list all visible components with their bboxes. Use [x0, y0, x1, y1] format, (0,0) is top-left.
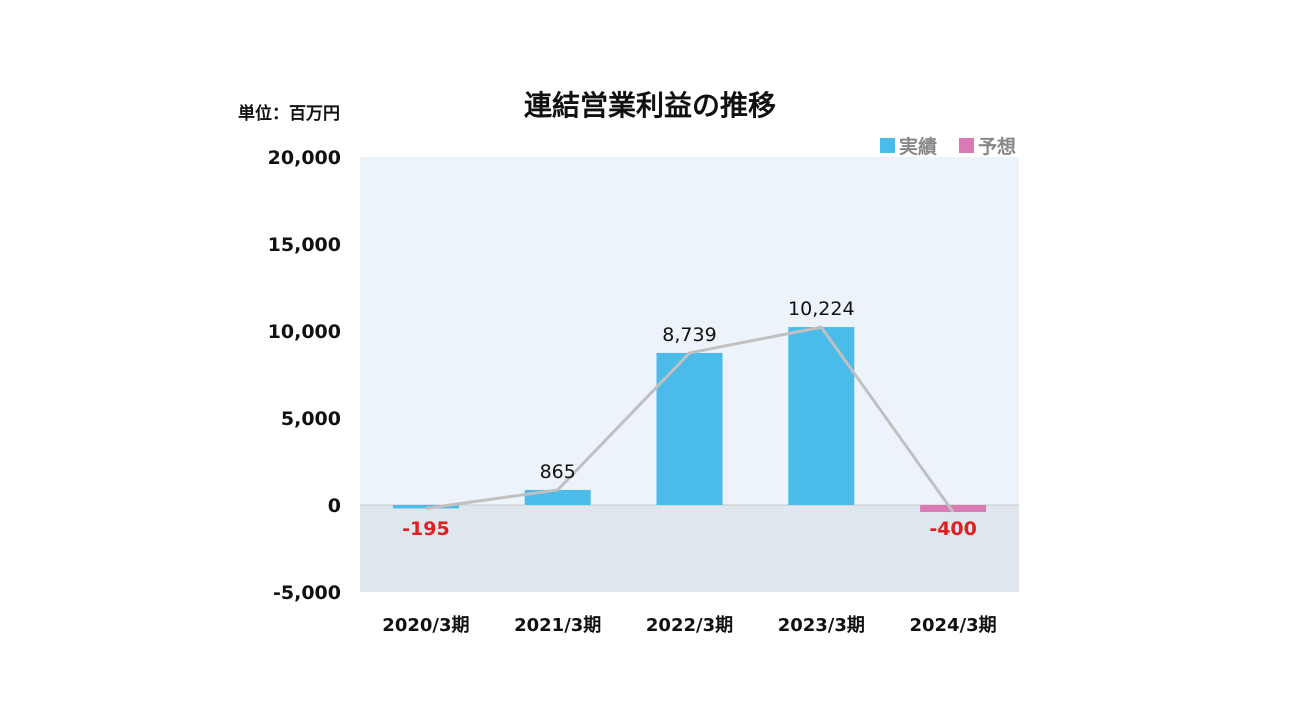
- legend-label-actual: 実績: [898, 136, 937, 158]
- data-label: 865: [540, 461, 576, 483]
- legend: 実績 予想: [879, 132, 1016, 159]
- x-tick-label: 2020/3期: [382, 615, 469, 636]
- x-tick-label: 2021/3期: [514, 615, 601, 636]
- bar: [788, 327, 855, 505]
- legend-swatch-actual: [879, 138, 895, 153]
- y-tick-label: 5,000: [281, 408, 341, 430]
- legend-label-forecast: 予想: [977, 136, 1016, 158]
- data-label: 8,739: [662, 324, 716, 346]
- y-tick-label: 10,000: [268, 321, 341, 343]
- unit-label: 単位：百万円: [238, 104, 340, 124]
- chart-title: 連結営業利益の推移: [523, 89, 776, 122]
- data-label: -400: [929, 518, 977, 540]
- x-tick-label: 2022/3期: [646, 615, 733, 636]
- bar: [656, 352, 723, 505]
- negative-region: [360, 505, 1019, 592]
- legend-item-actual: 実績: [879, 132, 937, 159]
- y-tick-label: -5,000: [273, 582, 341, 604]
- data-label: -195: [402, 518, 450, 540]
- y-tick-label: 15,000: [268, 234, 341, 256]
- y-tick-label: 20,000: [268, 147, 341, 169]
- bar: [392, 505, 459, 509]
- x-tick-label: 2023/3期: [778, 615, 865, 636]
- x-tick-label: 2024/3期: [909, 615, 996, 636]
- y-tick-label: 0: [328, 495, 341, 517]
- trend-line: [425, 325, 955, 513]
- bar: [920, 505, 987, 512]
- legend-item-forecast: 予想: [958, 132, 1016, 159]
- legend-swatch-forecast: [958, 138, 974, 153]
- data-label: 10,224: [788, 298, 854, 320]
